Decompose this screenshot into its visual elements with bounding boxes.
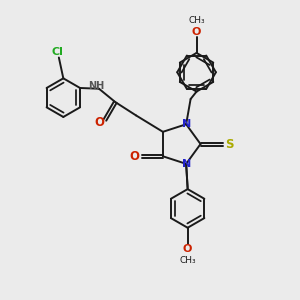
Text: S: S xyxy=(225,138,234,151)
Text: O: O xyxy=(192,27,201,37)
Text: O: O xyxy=(94,116,104,129)
Text: N: N xyxy=(182,119,191,129)
Text: Cl: Cl xyxy=(51,46,63,57)
Text: NH: NH xyxy=(88,81,104,91)
Text: O: O xyxy=(130,150,140,163)
Text: O: O xyxy=(183,244,192,254)
Text: CH₃: CH₃ xyxy=(188,16,205,25)
Text: CH₃: CH₃ xyxy=(179,256,196,265)
Text: N: N xyxy=(182,159,191,169)
